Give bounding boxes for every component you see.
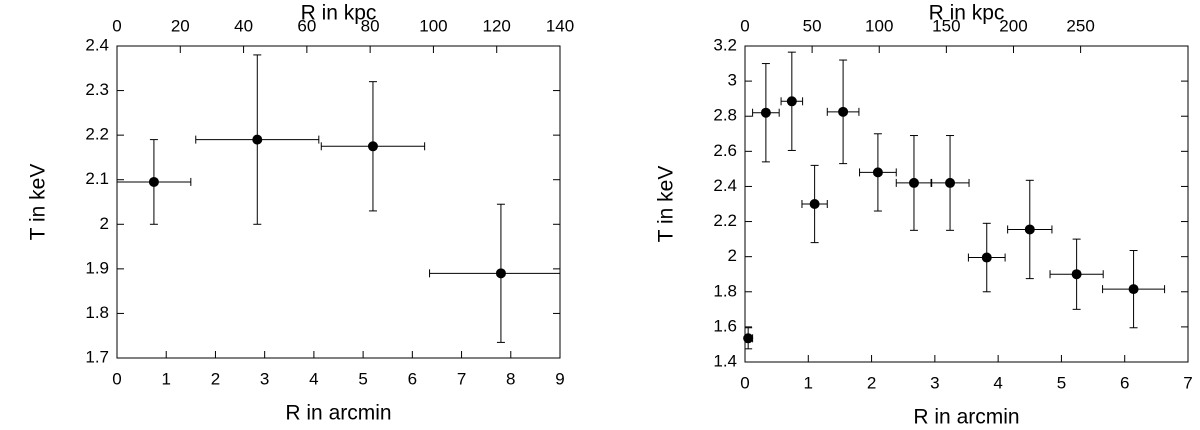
x2-tick-label: 120 bbox=[483, 16, 511, 35]
x2-tick-label: 0 bbox=[740, 16, 749, 35]
y-tick-label: 3 bbox=[728, 71, 737, 90]
data-point bbox=[1071, 269, 1082, 280]
x-tick-label: 1 bbox=[804, 373, 813, 392]
error-bars bbox=[117, 54, 560, 343]
data-point bbox=[838, 106, 849, 117]
y-tick-label: 2.4 bbox=[85, 35, 109, 54]
data-point bbox=[760, 107, 771, 118]
y-tick-label: 2.8 bbox=[713, 106, 737, 125]
x2-tick-label: 140 bbox=[546, 16, 574, 35]
y-tick-label: 2.4 bbox=[713, 176, 737, 195]
x-tick-label: 3 bbox=[930, 373, 939, 392]
y-tick-label: 1.9 bbox=[85, 258, 109, 277]
x-tick-label: 6 bbox=[408, 369, 417, 388]
data-point bbox=[809, 199, 820, 209]
x2-tick-label: 250 bbox=[1066, 16, 1094, 35]
x-tick-label: 8 bbox=[506, 369, 515, 388]
x-tick-label: 2 bbox=[867, 373, 876, 392]
y-tick-label: 2 bbox=[728, 246, 737, 265]
y-tick-label: 1.4 bbox=[713, 351, 737, 370]
x-tick-label: 0 bbox=[740, 373, 749, 392]
x-tick-label: 1 bbox=[161, 369, 170, 388]
x-tick-label: 4 bbox=[993, 373, 1002, 392]
x-tick-label: 3 bbox=[260, 369, 269, 388]
data-point bbox=[786, 96, 797, 107]
data-point bbox=[743, 333, 754, 344]
data-point bbox=[945, 177, 956, 188]
x2-tick-label: 200 bbox=[999, 16, 1027, 35]
x2-tick-label: 100 bbox=[419, 16, 447, 35]
x2-tick-label: 20 bbox=[171, 16, 190, 35]
y-tick-label: 1.8 bbox=[713, 281, 737, 300]
y-tick-label: 2.6 bbox=[713, 141, 737, 160]
x2-tick-label: 150 bbox=[932, 16, 960, 35]
y-tick-label: 1.8 bbox=[85, 303, 109, 322]
error-bars bbox=[745, 51, 1166, 350]
data-point bbox=[252, 134, 263, 145]
x2-tick-label: 50 bbox=[803, 16, 822, 35]
x-tick-label: 5 bbox=[1057, 373, 1066, 392]
data-point bbox=[495, 268, 506, 279]
x-tick-label: 5 bbox=[358, 369, 367, 388]
data-point bbox=[908, 177, 919, 188]
x-tick-label: 9 bbox=[555, 369, 564, 388]
data-point bbox=[981, 252, 992, 263]
x2-tick-label: 80 bbox=[361, 16, 380, 35]
y-tick-label: 1.7 bbox=[85, 347, 109, 366]
x-tick-label: 7 bbox=[1183, 373, 1192, 392]
y-axis-title: T in keV bbox=[27, 164, 50, 241]
x2-tick-label: 100 bbox=[865, 16, 893, 35]
y-tick-label: 1.6 bbox=[713, 316, 737, 335]
x-tick-label: 7 bbox=[457, 369, 466, 388]
data-point bbox=[367, 141, 378, 152]
x-tick-label: 6 bbox=[1120, 373, 1129, 392]
x-axis-title: R in arcmin bbox=[913, 406, 1019, 429]
plot-frame bbox=[744, 45, 1189, 363]
y-tick-label: 2.2 bbox=[85, 125, 109, 144]
y-tick-label: 3.2 bbox=[713, 35, 737, 54]
x2-axis-title: R in kpc bbox=[929, 2, 1005, 25]
y-tick-label: 2.3 bbox=[85, 80, 109, 99]
y-tick-label: 2.2 bbox=[713, 211, 737, 230]
y-tick-label: 2.1 bbox=[85, 169, 109, 188]
chart-panel: 0 1 2 3 4 5 6 7 0 50 100 150 200 250 1.4 1.6 1.8 2 2.2 2.4 2… bbox=[655, 2, 1193, 429]
x2-tick-label: 60 bbox=[297, 16, 316, 35]
data-point bbox=[1128, 284, 1139, 295]
x2-tick-label: 40 bbox=[234, 16, 253, 35]
x-tick-label: 2 bbox=[211, 369, 220, 388]
data-point bbox=[148, 176, 159, 187]
y-tick-label: 2 bbox=[100, 214, 109, 233]
x-tick-label: 4 bbox=[309, 369, 318, 388]
x2-tick-label: 0 bbox=[112, 16, 121, 35]
data-point bbox=[1024, 224, 1035, 235]
plot-frame bbox=[116, 45, 561, 359]
x2-axis-title: R in kpc bbox=[301, 2, 377, 25]
x-tick-label: 0 bbox=[112, 369, 121, 388]
chart-panel: 0 1 2 3 4 5 6 7 8 9 0 20 40 60 80 100 120 140 1.7 1.8 1.9 2 2.… bbox=[27, 2, 575, 425]
data-point bbox=[872, 167, 883, 178]
y-axis-title: T in keV bbox=[655, 166, 678, 243]
x-axis-title: R in arcmin bbox=[285, 402, 391, 425]
